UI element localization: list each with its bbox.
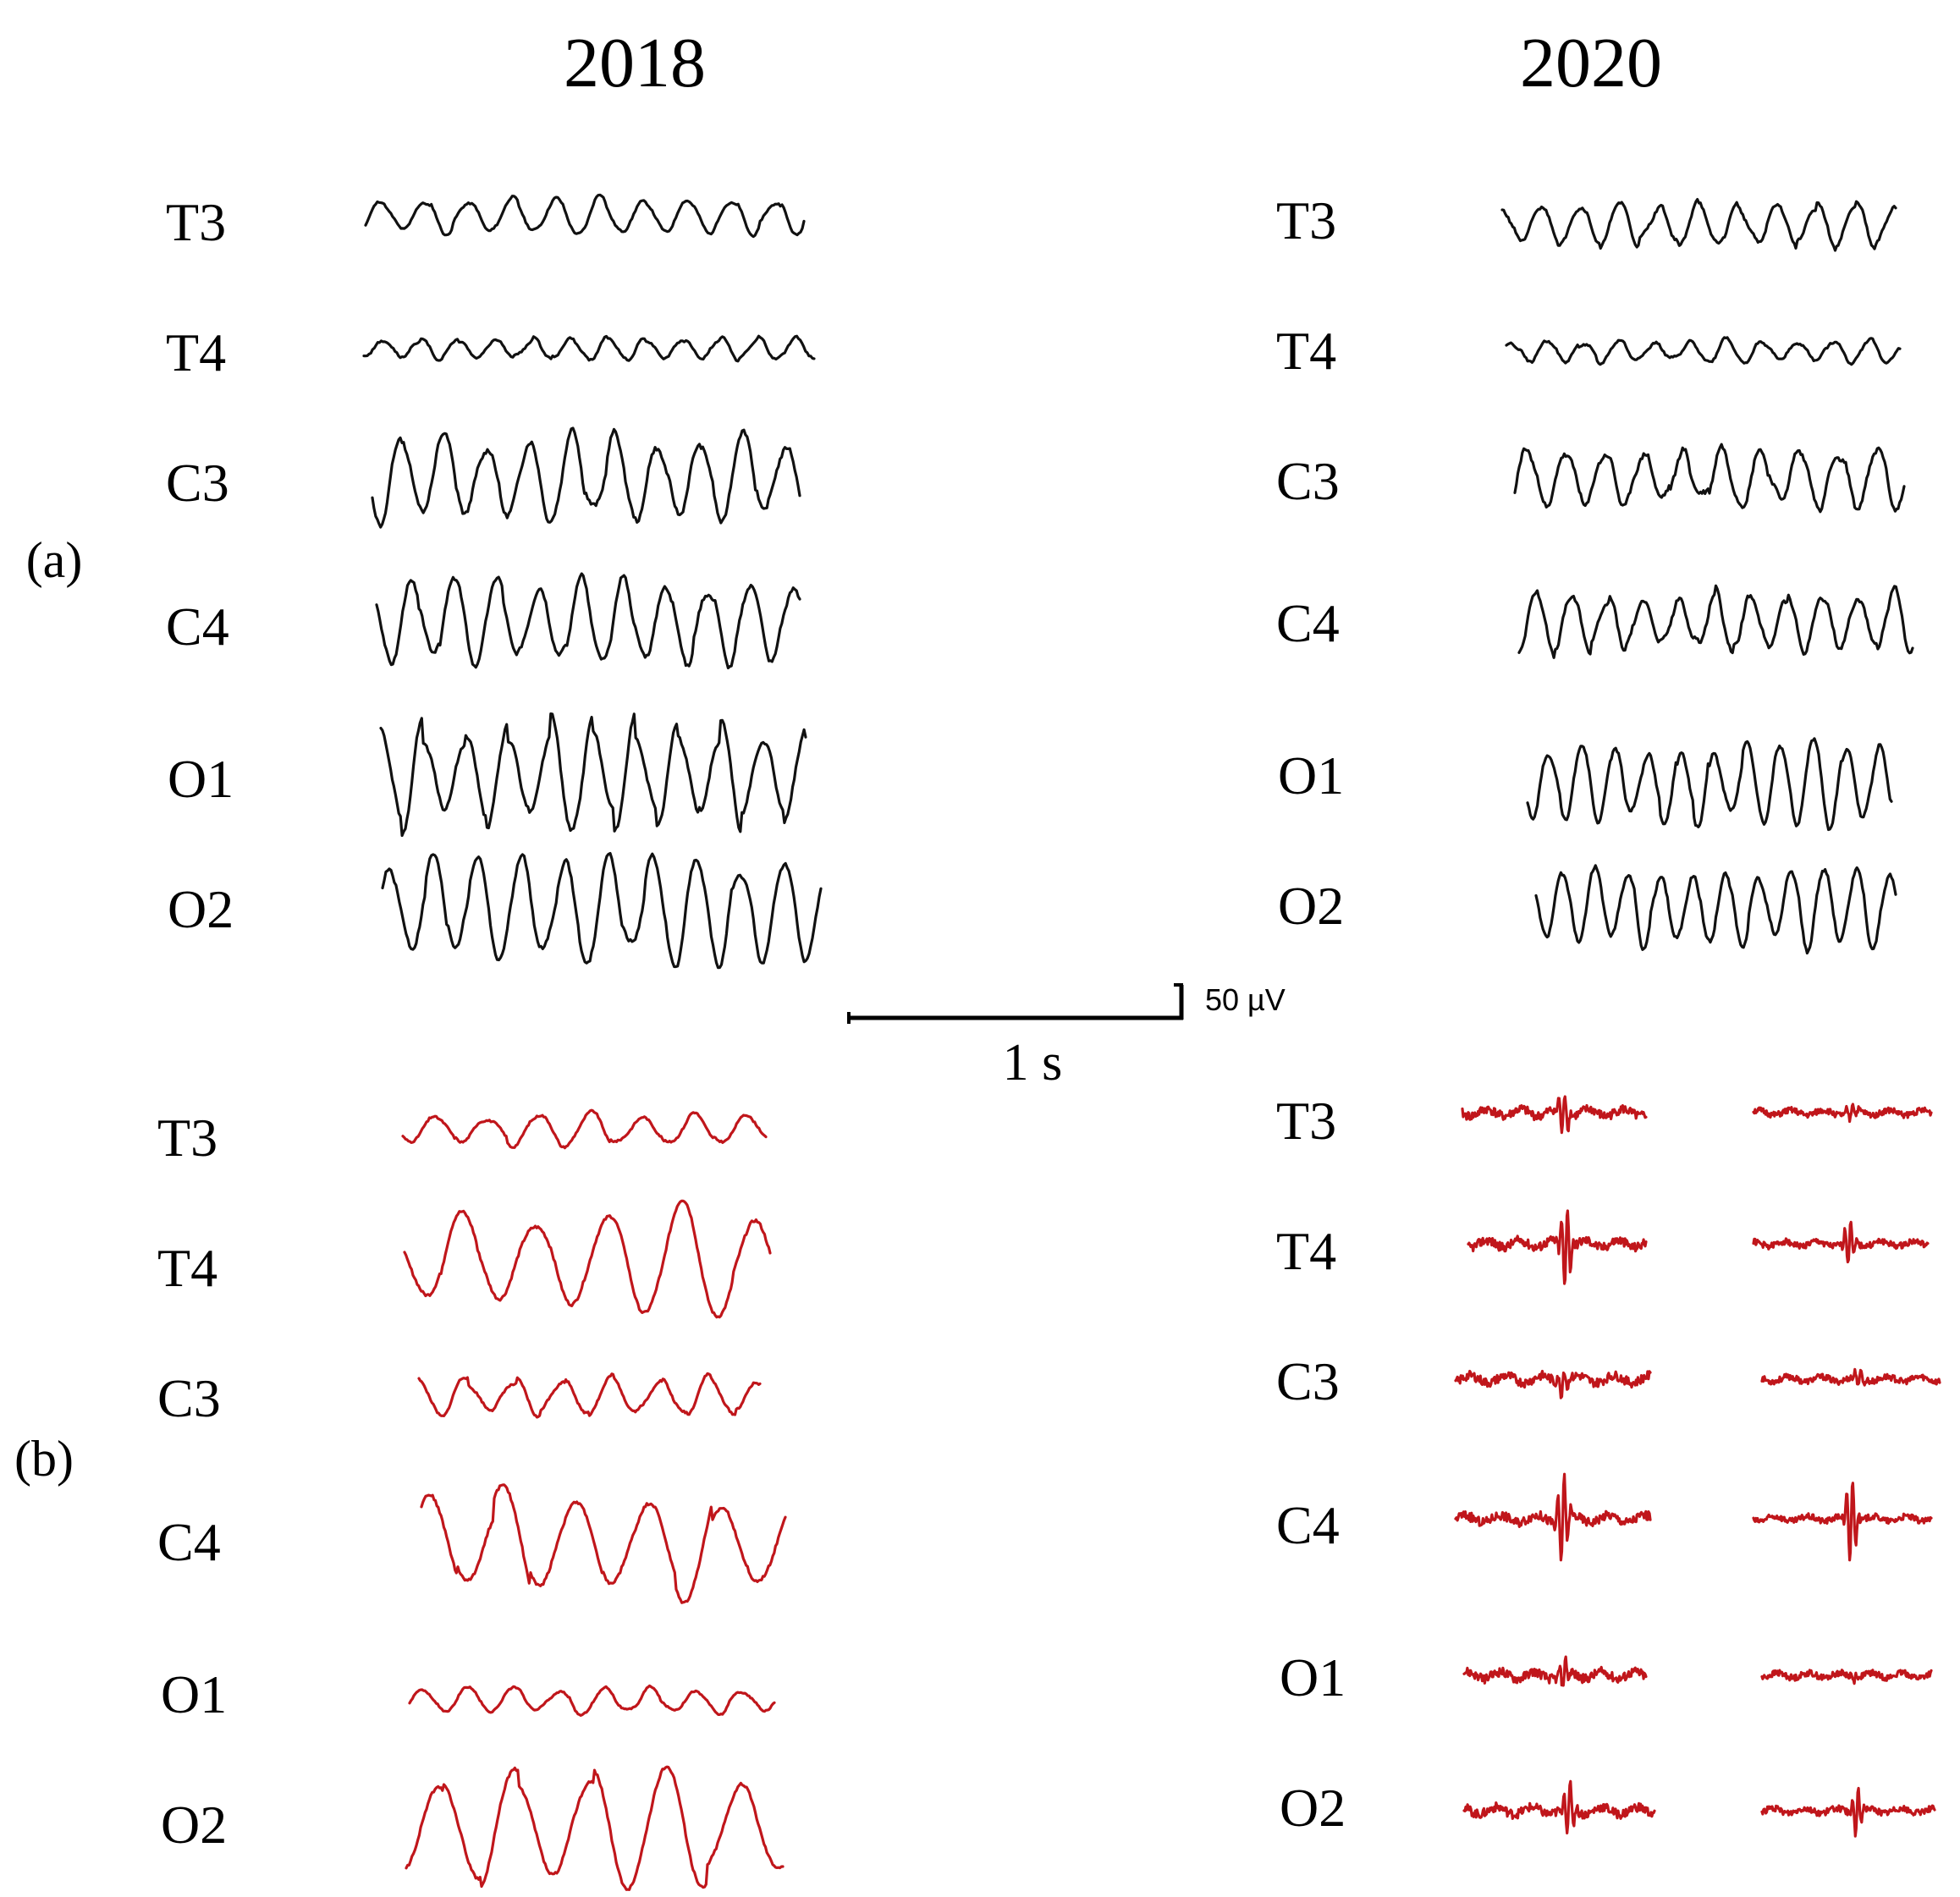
eeg-trace-b-2020-right-o1	[1760, 1669, 1933, 1685]
eeg-trace-b-2020-left-t3	[1461, 1095, 1648, 1135]
eeg-trace-b-2018-o1	[408, 1684, 776, 1717]
channel-label: T4	[1276, 1221, 1336, 1281]
eeg-trace-a-2018-t3	[364, 193, 806, 239]
eeg-trace-b-2018-c3	[417, 1372, 762, 1419]
eeg-trace-b-2018-t4	[403, 1199, 772, 1319]
eeg-trace-a-2018-c4	[375, 572, 801, 670]
channel-label: O1	[1280, 1647, 1346, 1707]
channel-label: T3	[1276, 190, 1336, 250]
eeg-trace-a-2020-t3	[1500, 198, 1897, 252]
panel-label-a: (a)	[26, 532, 83, 588]
channel-label: T3	[166, 192, 226, 252]
eeg-trace-b-2020-left-t4	[1467, 1209, 1648, 1285]
scale-bar: 1 s 50 µV	[847, 982, 1286, 1091]
eeg-trace-b-2020-left-c4	[1454, 1472, 1652, 1562]
channel-label: O1	[168, 749, 234, 809]
eeg-trace-a-2018-o1	[379, 712, 807, 838]
channel-label: C3	[1276, 451, 1340, 511]
eeg-trace-a-2018-t4	[362, 334, 816, 363]
scale-bar-amplitude-label: 50 µV	[1205, 982, 1286, 1017]
eeg-trace-a-2020-o2	[1534, 864, 1897, 955]
eeg-trace-b-2020-left-o2	[1462, 1779, 1656, 1835]
panel-label-b: (b)	[14, 1431, 74, 1487]
eeg-trace-a-2020-c3	[1513, 443, 1906, 514]
eeg-trace-b-2020-right-t3	[1752, 1102, 1933, 1124]
channel-label: C4	[157, 1512, 221, 1572]
channel-labels-a-2018: T3 T4 C3 C4 O1 O2	[166, 192, 234, 939]
channel-labels-a-2020: T3 T4 C3 C4 O1 O2	[1276, 190, 1344, 936]
eeg-trace-a-2020-t4	[1505, 336, 1902, 366]
channel-label: T4	[166, 322, 226, 382]
eeg-trace-b-2020-right-o2	[1760, 1786, 1936, 1838]
eeg-trace-b-2018-t3	[401, 1108, 768, 1150]
eeg-trace-a-2018-c3	[371, 426, 801, 529]
channel-label: C3	[157, 1368, 221, 1428]
eeg-trace-a-2020-o1	[1526, 737, 1893, 832]
channel-label: T3	[1276, 1091, 1336, 1151]
scale-bar-time-label: 1 s	[1003, 1034, 1063, 1091]
channel-label: O1	[161, 1664, 227, 1724]
channel-label: O2	[168, 879, 234, 939]
eeg-traces	[362, 193, 1941, 1891]
eeg-trace-b-2020-right-c3	[1760, 1367, 1941, 1387]
channel-label: C4	[166, 597, 229, 657]
channel-label: C3	[166, 453, 229, 513]
channel-labels-b-2018: T3 T4 C3 C4 O1 O2	[157, 1108, 227, 1855]
channel-label: T4	[1276, 321, 1336, 381]
channel-label: C3	[1276, 1351, 1340, 1411]
year-header-2020: 2020	[1520, 24, 1662, 102]
channel-label: C4	[1276, 593, 1340, 653]
channel-label: O1	[1278, 745, 1344, 806]
channel-label: T3	[157, 1108, 217, 1168]
eeg-trace-b-2020-left-c3	[1454, 1369, 1652, 1399]
channel-label: C4	[1276, 1495, 1340, 1555]
channel-label: T4	[157, 1238, 217, 1298]
eeg-trace-a-2018-o2	[381, 851, 823, 970]
year-header-2018: 2018	[564, 24, 706, 102]
eeg-trace-b-2018-o2	[405, 1765, 785, 1891]
eeg-trace-b-2020-right-t4	[1752, 1220, 1930, 1264]
eeg-trace-b-2020-right-c4	[1752, 1482, 1933, 1562]
eeg-trace-b-2020-left-o1	[1462, 1655, 1648, 1687]
channel-label: O2	[1278, 876, 1344, 936]
channel-labels-b-2020: T3 T4 C3 C4 O1 O2	[1276, 1091, 1346, 1838]
channel-label: O2	[1280, 1778, 1346, 1838]
eeg-trace-b-2018-c4	[420, 1483, 787, 1604]
channel-label: O2	[161, 1795, 227, 1855]
eeg-trace-a-2020-c4	[1517, 584, 1914, 659]
